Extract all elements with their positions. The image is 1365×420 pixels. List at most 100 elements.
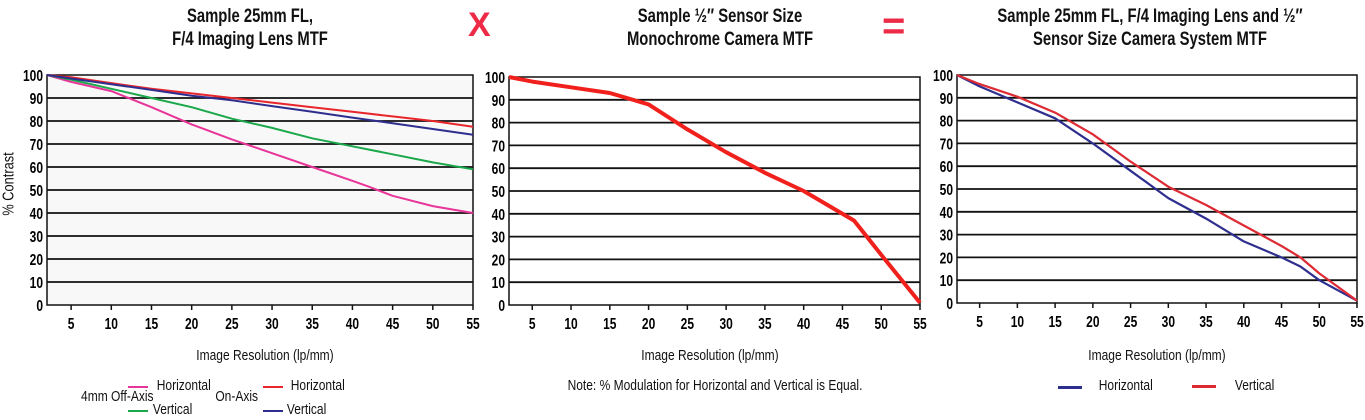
chart3-ytick-label: 40 bbox=[940, 203, 953, 221]
chart1-ytick-label: 10 bbox=[30, 273, 43, 291]
chart3-xlabel: Image Resolution (lp/mm) bbox=[1088, 347, 1226, 364]
chart3-ytick-label: 20 bbox=[940, 249, 953, 267]
chart1-title: Sample 25mm FL, F/4 Imaging Lens MTF bbox=[149, 5, 352, 51]
chart3-ytick-label: 10 bbox=[940, 271, 953, 289]
chart2-note: Note: % Modulation for Horizontal and Ve… bbox=[567, 377, 863, 394]
chart2-ytick-label: 10 bbox=[492, 273, 505, 291]
legend-label-off-axis-horizontal: Horizontal bbox=[156, 377, 211, 394]
chart3-title: Sample 25mm FL, F/4 Imaging Lens and ½″ … bbox=[971, 5, 1330, 51]
legend-swatch-off-axis-vertical bbox=[128, 410, 148, 412]
chart3-xtick-label: 5 bbox=[976, 312, 983, 330]
legend-label-on-axis-horizontal: Horizontal bbox=[290, 377, 345, 394]
chart2-title-line1: Sample ½″ Sensor Size bbox=[637, 6, 803, 27]
chart2-ytick-label: 50 bbox=[492, 182, 505, 200]
chart1-xtick-label: 40 bbox=[346, 314, 359, 332]
chart1-xtick-label: 5 bbox=[68, 314, 75, 332]
chart1-plot-area bbox=[46, 74, 474, 306]
legend-group-on-axis: On-Axis bbox=[215, 388, 259, 405]
chart3-ytick-label: 30 bbox=[940, 226, 953, 244]
chart2-title-line2: Monochrome Camera MTF bbox=[626, 29, 814, 50]
chart1-ytick-label: 60 bbox=[30, 158, 43, 176]
legend-swatch-system-vertical bbox=[1192, 385, 1216, 388]
chart3-ytick-label: 0 bbox=[946, 294, 953, 312]
chart2-xtick-label: 5 bbox=[529, 314, 536, 332]
chart1-series-on-axis-horizontal bbox=[46, 74, 474, 128]
chart3-xtick-label: 20 bbox=[1086, 312, 1099, 330]
chart3-xtick-label: 50 bbox=[1313, 312, 1326, 330]
chart2-ytick-label: 90 bbox=[492, 91, 505, 109]
chart3-ytick-label: 90 bbox=[940, 89, 953, 107]
legend-group-off-axis: 4mm Off-Axis bbox=[81, 388, 154, 405]
chart2-title: Sample ½″ Sensor Size Monochrome Camera … bbox=[611, 5, 829, 51]
chart1-series-4mm-off-axis-horizontal bbox=[46, 74, 474, 214]
chart1-ylabel: % Contrast bbox=[0, 152, 18, 216]
chart2-ytick-label: 70 bbox=[492, 137, 505, 155]
legend-label-system-vertical: Vertical bbox=[1234, 377, 1275, 394]
multiply-operator: X bbox=[468, 6, 491, 44]
chart3-title-line2: Sensor Size Camera System MTF bbox=[1033, 29, 1267, 50]
chart1-ytick-label: 40 bbox=[30, 204, 43, 222]
chart1-xtick-label: 50 bbox=[426, 314, 439, 332]
chart1-xtick-label: 10 bbox=[105, 314, 118, 332]
chart2-ytick-label: 0 bbox=[498, 296, 505, 314]
chart3-xtick-label: 40 bbox=[1237, 312, 1250, 330]
chart2-plot-area bbox=[508, 76, 921, 306]
legend-swatch-on-axis-horizontal bbox=[263, 386, 283, 388]
chart2-series-line bbox=[508, 75, 922, 304]
chart2-ytick-label: 30 bbox=[492, 228, 505, 246]
chart3-xtick-label: 30 bbox=[1162, 312, 1175, 330]
chart1-series-4mm-off-axis-vertical bbox=[46, 74, 474, 171]
chart3-xtick-label: 15 bbox=[1048, 312, 1061, 330]
chart1-ytick-label: 20 bbox=[30, 250, 43, 268]
chart3-xtick-label: 45 bbox=[1275, 312, 1288, 330]
chart3-title-line1: Sample 25mm FL, F/4 Imaging Lens and ½″ bbox=[997, 6, 1303, 27]
chart3-ytick-label: 70 bbox=[940, 135, 953, 153]
chart2-xtick-label: 30 bbox=[719, 314, 732, 332]
chart3-xtick-label: 55 bbox=[1350, 312, 1363, 330]
legend-label-on-axis-vertical: Vertical bbox=[286, 401, 327, 418]
chart1-ytick-label: 70 bbox=[30, 135, 43, 153]
chart1-ytick-label: 90 bbox=[30, 89, 43, 107]
chart2-ytick-label: 20 bbox=[492, 251, 505, 269]
chart1-ytick-label: 80 bbox=[30, 112, 43, 130]
chart2-xtick-label: 20 bbox=[642, 314, 655, 332]
chart1-xtick-label: 15 bbox=[145, 314, 158, 332]
chart3-xtick-label: 10 bbox=[1011, 312, 1024, 330]
chart1-ytick-label: 100 bbox=[23, 66, 43, 84]
legend-swatch-off-axis-horizontal bbox=[128, 386, 148, 388]
chart3-xtick-label: 25 bbox=[1124, 312, 1137, 330]
chart2-xtick-label: 10 bbox=[564, 314, 577, 332]
legend-swatch-on-axis-vertical bbox=[263, 410, 283, 412]
chart2-xlabel: Image Resolution (lp/mm) bbox=[641, 347, 779, 364]
chart2-xtick-label: 40 bbox=[797, 314, 810, 332]
chart2-ytick-label: 100 bbox=[485, 68, 505, 86]
chart3-ytick-label: 60 bbox=[940, 157, 953, 175]
chart1-ytick-label: 50 bbox=[30, 181, 43, 199]
chart1-xtick-label: 30 bbox=[265, 314, 278, 332]
chart3-series-horizontal bbox=[956, 74, 1358, 302]
chart1-ytick-label: 0 bbox=[36, 296, 43, 314]
chart2-ytick-label: 60 bbox=[492, 159, 505, 177]
equals-operator: = bbox=[882, 4, 906, 48]
chart1-xtick-label: 20 bbox=[185, 314, 198, 332]
chart2-xtick-label: 15 bbox=[603, 314, 616, 332]
chart3-series-vertical bbox=[956, 73, 1358, 302]
chart2-xtick-label: 55 bbox=[913, 314, 926, 332]
chart2-xtick-label: 45 bbox=[836, 314, 849, 332]
chart1-xtick-label: 55 bbox=[466, 314, 479, 332]
legend-label-system-horizontal: Horizontal bbox=[1098, 377, 1153, 394]
chart1-ytick-label: 30 bbox=[30, 227, 43, 245]
chart3-ytick-label: 80 bbox=[940, 112, 953, 130]
chart2-ytick-label: 40 bbox=[492, 205, 505, 223]
chart3-ytick-label: 100 bbox=[933, 66, 953, 84]
chart2-ytick-label: 80 bbox=[492, 114, 505, 132]
chart1-xtick-label: 45 bbox=[386, 314, 399, 332]
chart1-title-line1: Sample 25mm FL, bbox=[186, 6, 314, 27]
legend-swatch-system-horizontal bbox=[1058, 386, 1082, 389]
chart2-xtick-label: 35 bbox=[758, 314, 771, 332]
chart1-xlabel: Image Resolution (lp/mm) bbox=[196, 347, 334, 364]
legend-label-off-axis-vertical: Vertical bbox=[152, 401, 193, 418]
chart1-series-on-axis-vertical bbox=[46, 74, 474, 136]
chart1-xtick-label: 35 bbox=[306, 314, 319, 332]
